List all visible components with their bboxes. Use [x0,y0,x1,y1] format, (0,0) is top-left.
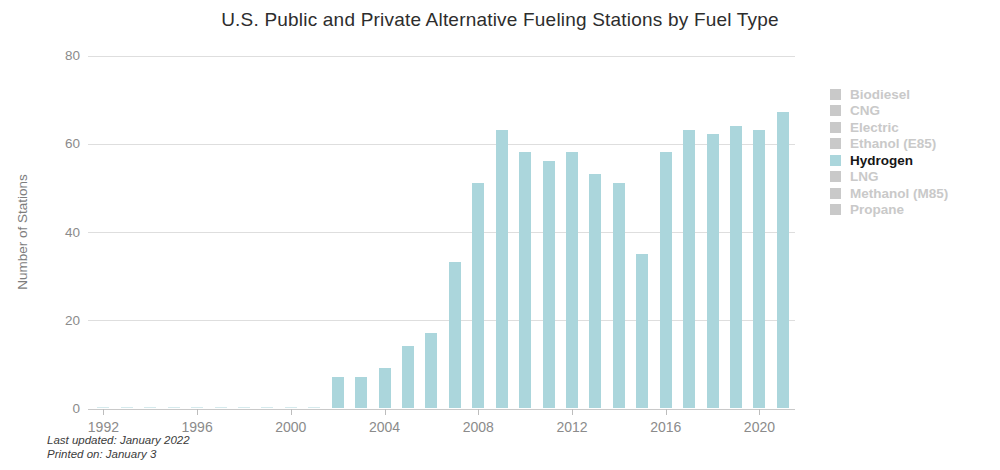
bar-2016[interactable] [660,152,672,408]
bar-2020[interactable] [753,130,765,408]
x-tick-2004 [385,409,386,415]
y-tick-label-60: 60 [42,136,80,151]
y-axis-title: Number of Stations [15,174,30,290]
legend-item-ethanol-e85[interactable]: Ethanol (E85) [830,136,948,153]
legend-swatch-icon [830,122,841,133]
last-updated-note: Last updated: January 2022 [47,434,190,448]
gridline-y-0 [88,409,795,410]
bar-1999[interactable] [261,407,273,408]
legend-swatch-icon [830,155,841,166]
x-tick-1996 [197,409,198,415]
legend: BiodieselCNG ElectricEthanol (E85) Hydroge… [830,86,948,218]
legend-item-propane[interactable]: Propane [830,202,948,219]
bar-2010[interactable] [519,152,531,408]
legend-swatch-icon [830,105,841,116]
legend-item-methanol-m85[interactable]: Methanol (M85) [830,185,948,202]
bar-2008[interactable] [472,183,484,408]
bar-2013[interactable] [589,174,601,408]
x-tick-2000 [291,409,292,415]
legend-item-biodiesel[interactable]: Biodiesel [830,86,948,103]
bar-2011[interactable] [543,161,555,408]
y-tick-label-80: 80 [42,48,80,63]
x-tick-label-2000: 2000 [259,419,323,435]
bar-2006[interactable] [425,333,437,408]
bar-2019[interactable] [730,126,742,408]
bar-2021[interactable] [777,112,789,408]
x-tick-label-1996: 1996 [165,419,229,435]
legend-label: LNG [850,169,879,184]
bar-2005[interactable] [402,346,414,408]
legend-label: Hydrogen [850,153,913,168]
y-tick-label-40: 40 [42,225,80,240]
bar-2003[interactable] [355,377,367,408]
x-tick-label-2008: 2008 [446,419,510,435]
x-tick-2016 [666,409,667,415]
legend-label: CNG [850,103,880,118]
bar-2007[interactable] [449,262,461,408]
bar-1992[interactable] [97,407,109,408]
bar-1998[interactable] [238,407,250,408]
printed-on-note: Printed on: January 3 [47,448,190,462]
x-tick-2012 [572,409,573,415]
bar-1996[interactable] [191,407,203,408]
bar-2002[interactable] [332,377,344,408]
legend-item-electric[interactable]: Electric [830,119,948,136]
bar-2001[interactable] [308,407,320,408]
legend-label: Ethanol (E85) [850,136,936,151]
x-tick-2020 [759,409,760,415]
legend-item-hydrogen[interactable]: Hydrogen [830,152,948,169]
legend-swatch-icon [830,204,841,215]
x-tick-label-1992: 1992 [71,419,135,435]
legend-label: Methanol (M85) [850,186,948,201]
bar-2015[interactable] [636,254,648,408]
legend-label: Propane [850,202,904,217]
legend-swatch-icon [830,138,841,149]
legend-swatch-icon [830,89,841,100]
bar-1995[interactable] [168,407,180,408]
legend-label: Electric [850,120,899,135]
y-tick-label-20: 20 [42,313,80,328]
plot-area: 19921996200020042008201220162020 [88,56,795,409]
y-tick-label-0: 0 [42,401,80,416]
bar-1997[interactable] [215,407,227,408]
x-tick-label-2004: 2004 [353,419,417,435]
footer-notes: Last updated: January 2022 Printed on: J… [47,434,190,462]
bar-2012[interactable] [566,152,578,408]
chart-container: U.S. Public and Private Alternative Fuel… [0,0,1000,470]
bar-2009[interactable] [496,130,508,408]
x-tick-1992 [103,409,104,415]
x-tick-label-2020: 2020 [727,419,791,435]
legend-label: Biodiesel [850,87,910,102]
bar-2000[interactable] [285,407,297,408]
x-tick-2008 [478,409,479,415]
bar-2018[interactable] [707,134,719,408]
legend-swatch-icon [830,188,841,199]
gridline-y-80 [88,56,795,57]
bar-2014[interactable] [613,183,625,408]
legend-item-cng[interactable]: CNG [830,103,948,120]
bar-1993[interactable] [121,407,133,408]
bar-2017[interactable] [683,130,695,408]
bar-1994[interactable] [144,407,156,408]
bar-2004[interactable] [379,368,391,408]
legend-item-lng[interactable]: LNG [830,169,948,186]
legend-swatch-icon [830,171,841,182]
x-tick-label-2016: 2016 [634,419,698,435]
x-tick-label-2012: 2012 [540,419,604,435]
chart-title: U.S. Public and Private Alternative Fuel… [0,9,1000,31]
